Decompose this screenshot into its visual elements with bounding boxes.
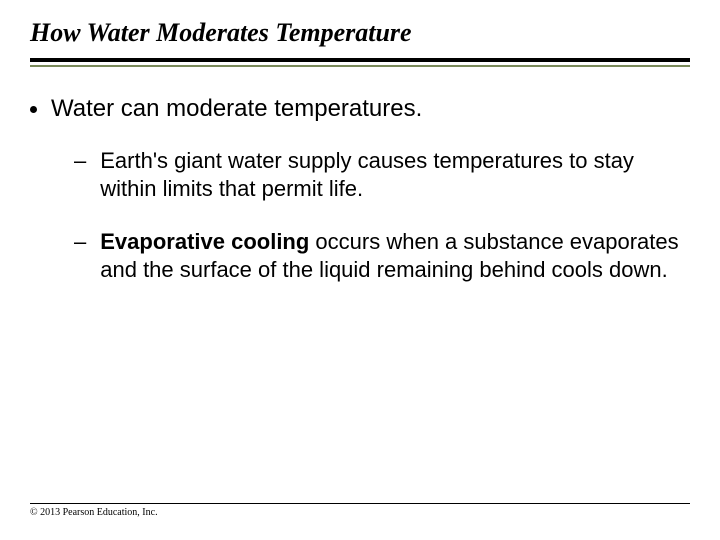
- bullet-dash-icon: –: [74, 228, 86, 256]
- bullet-l2a-text: Earth's giant water supply causes temper…: [100, 147, 690, 202]
- bullet-dot-icon: [30, 106, 37, 113]
- slide: How Water Moderates Temperature Water ca…: [0, 0, 720, 540]
- bullet-dash-icon: –: [74, 147, 86, 175]
- bold-term: Evaporative cooling: [100, 229, 309, 254]
- bullet-level1: Water can moderate temperatures.: [30, 95, 690, 123]
- bullet-l1-text: Water can moderate temperatures.: [51, 95, 422, 123]
- bullet-level2: – Earth's giant water supply causes temp…: [74, 147, 690, 202]
- bullet-level2: – Evaporative cooling occurs when a subs…: [74, 228, 690, 283]
- bullet-l2b-text: Evaporative cooling occurs when a substa…: [100, 228, 690, 283]
- title-rule: [30, 58, 690, 67]
- slide-title: How Water Moderates Temperature: [30, 18, 690, 48]
- copyright-text: © 2013 Pearson Education, Inc.: [30, 507, 690, 518]
- rule-thick: [30, 58, 690, 62]
- footer: © 2013 Pearson Education, Inc.: [30, 503, 690, 518]
- content-area: Water can moderate temperatures. – Earth…: [30, 67, 690, 283]
- footer-rule: [30, 503, 690, 504]
